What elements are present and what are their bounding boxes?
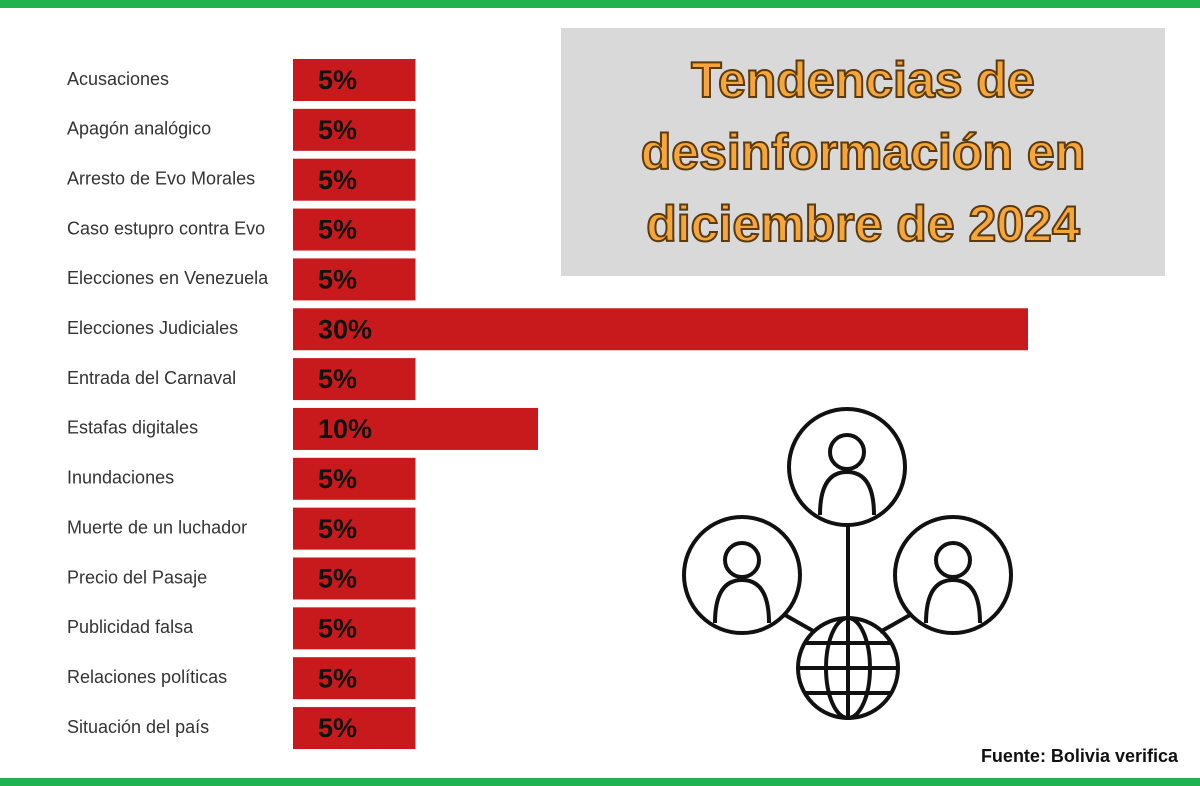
category-label: Precio del Pasaje — [67, 567, 207, 587]
bar — [293, 258, 416, 301]
category-label: Arresto de Evo Morales — [67, 168, 255, 188]
category-label: Inundaciones — [67, 468, 174, 488]
value-label: 5% — [318, 65, 357, 95]
category-label: Elecciones en Venezuela — [67, 268, 269, 288]
bar — [293, 707, 416, 750]
bar — [293, 108, 416, 151]
bar — [293, 158, 416, 201]
bar — [293, 557, 416, 600]
value-label: 5% — [318, 265, 357, 295]
value-label: 5% — [318, 514, 357, 544]
category-label: Entrada del Carnaval — [67, 368, 236, 388]
bar — [293, 59, 416, 101]
value-label: 5% — [318, 613, 357, 643]
category-label: Apagón analógico — [67, 119, 211, 139]
bar — [293, 457, 416, 500]
value-label: 5% — [318, 564, 357, 594]
category-label: Caso estupro contra Evo — [67, 218, 265, 238]
bottom-border — [0, 778, 1200, 786]
category-label: Elecciones Judiciales — [67, 318, 238, 338]
source: Fuente: Bolivia verifica — [980, 746, 1178, 766]
value-label: 5% — [318, 165, 357, 195]
value-label: 5% — [318, 215, 357, 245]
category-label: Situación del país — [67, 717, 209, 737]
value-label: 5% — [318, 464, 357, 494]
network-icon — [682, 407, 1013, 720]
category-label: Estafas digitales — [67, 418, 198, 438]
bar — [293, 607, 416, 650]
category-label: Publicidad falsa — [67, 617, 194, 637]
chart-title: Tendencias de desinformación en diciembr… — [561, 28, 1165, 276]
value-label: 30% — [318, 314, 372, 344]
category-label: Muerte de un luchador — [67, 517, 247, 537]
value-label: 5% — [318, 663, 357, 693]
bar — [293, 507, 416, 550]
value-label: 5% — [318, 713, 357, 743]
bar — [293, 208, 416, 251]
category-label: Acusaciones — [67, 69, 169, 89]
top-border — [0, 0, 1200, 8]
bar — [293, 657, 416, 700]
bar — [293, 407, 538, 450]
value-label: 5% — [318, 364, 357, 394]
value-label: 5% — [318, 115, 357, 145]
value-label: 10% — [318, 414, 372, 444]
bar — [293, 308, 1028, 351]
category-label: Relaciones políticas — [67, 667, 227, 687]
bar — [293, 358, 416, 401]
